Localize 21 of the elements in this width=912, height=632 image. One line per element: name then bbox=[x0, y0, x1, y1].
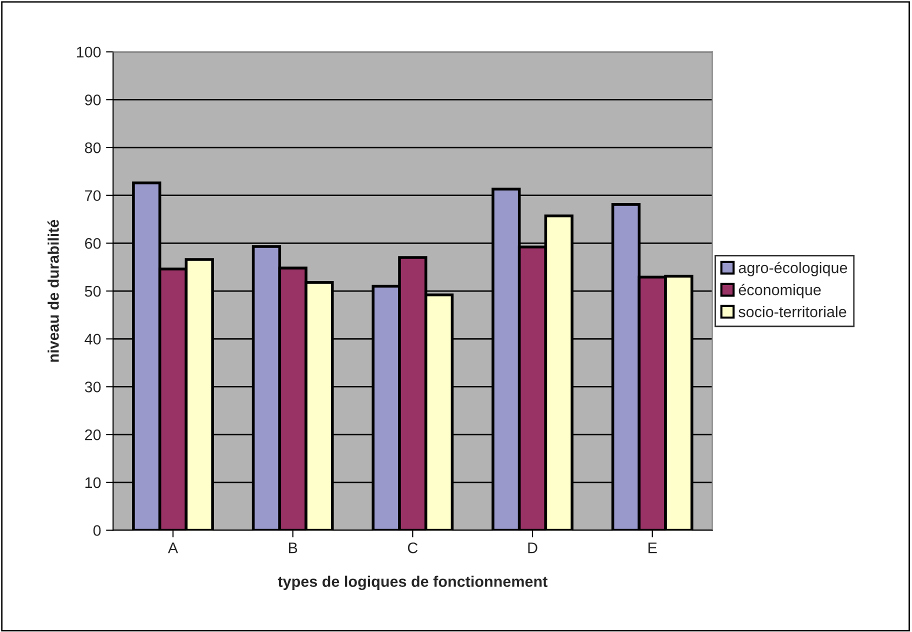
y-tick-label: 40 bbox=[84, 334, 101, 345]
y-tick-label: 90 bbox=[85, 94, 101, 106]
y-tick-label: 50 bbox=[84, 286, 101, 297]
y-axis-title: niveau de durabilité bbox=[48, 220, 59, 362]
y-tick-label: 0 bbox=[93, 525, 101, 536]
x-tick-label: C bbox=[408, 542, 418, 554]
y-tick-label: 70 bbox=[85, 190, 101, 202]
legend-label: économique bbox=[738, 284, 821, 298]
y-tick-label: 10 bbox=[85, 477, 101, 488]
y-tick-label: 80 bbox=[84, 142, 101, 154]
x-tick-label: A bbox=[168, 542, 178, 554]
legend-label: agro-écologique bbox=[738, 262, 848, 276]
x-tick-label: D bbox=[528, 542, 538, 554]
x-tick-label: B bbox=[289, 542, 298, 554]
y-tick-label: 20 bbox=[85, 429, 101, 440]
x-axis-title: types de logiques de fonctionnement bbox=[278, 576, 548, 590]
y-tick-label: 100 bbox=[76, 46, 101, 58]
x-tick-label: E bbox=[648, 542, 657, 554]
legend-label: socio-territoriale bbox=[738, 306, 846, 318]
y-tick-label: 60 bbox=[85, 238, 101, 249]
y-tick-label: 30 bbox=[84, 382, 101, 392]
